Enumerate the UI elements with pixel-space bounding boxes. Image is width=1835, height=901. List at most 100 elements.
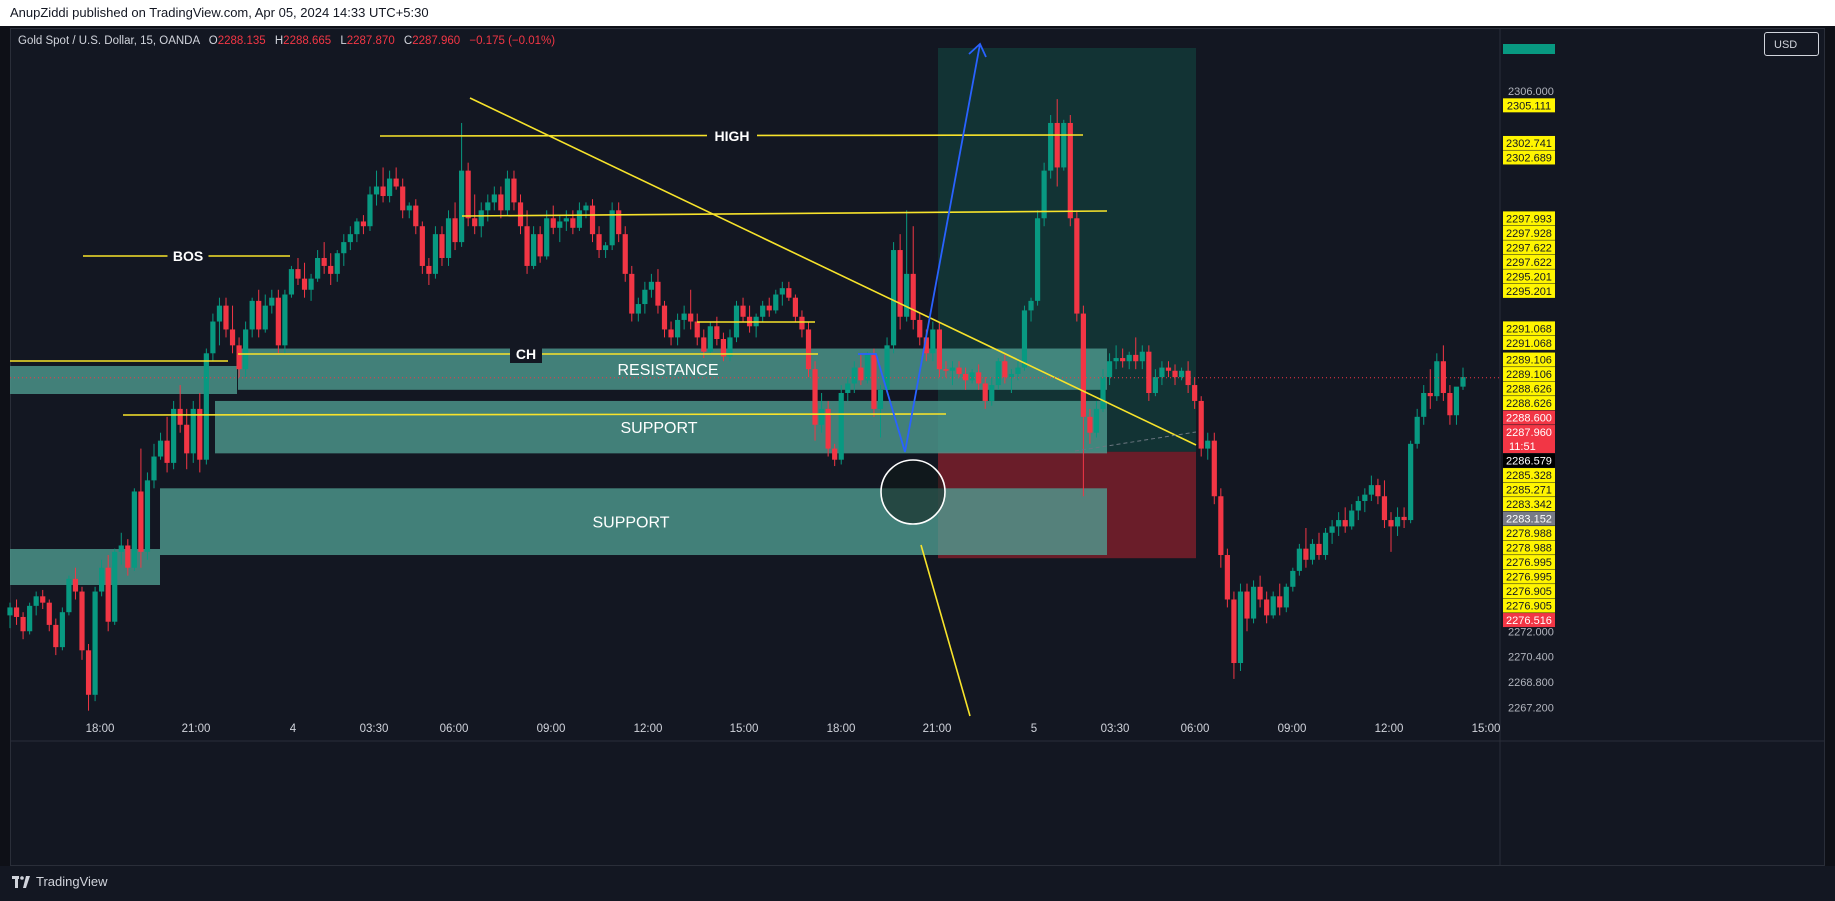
price-label-text: 2283.152 (1506, 514, 1552, 526)
candle-body (249, 300, 255, 330)
candle-body (1048, 122, 1054, 171)
candle-body (380, 186, 386, 197)
price-label-text: 2297.622 (1506, 242, 1552, 254)
candle-body (1329, 526, 1335, 533)
label-bg-high (707, 127, 757, 145)
candle-body (1421, 392, 1427, 417)
time-tick-label: 15:00 (1472, 723, 1501, 735)
candle-body (674, 319, 681, 338)
candle-body (1080, 313, 1086, 417)
price-label-text: 2286.579 (1506, 456, 1552, 468)
price-label-text: 2305.111 (1507, 100, 1551, 112)
candle-body (1028, 300, 1034, 311)
candle-body (838, 392, 844, 460)
candle-body (1021, 310, 1028, 368)
candle-body (393, 178, 399, 187)
candle-body (773, 294, 779, 311)
candle-body (1316, 543, 1322, 556)
candle-body (779, 288, 785, 295)
price-tick-label: 2306.000 (1508, 86, 1554, 98)
candle-body (792, 297, 799, 317)
candle-body (315, 257, 321, 279)
candle-body (1460, 377, 1466, 387)
range-line (461, 210, 1108, 217)
price-label-text: 2291.068 (1506, 323, 1552, 335)
candle-body (498, 194, 504, 211)
time-tick-label: 03:30 (1101, 723, 1130, 735)
candle-body (223, 305, 229, 330)
candle-body (890, 250, 897, 346)
candle-body (1152, 377, 1158, 393)
candle-body (1237, 591, 1244, 664)
candle-body (845, 383, 851, 393)
candle-body (138, 491, 144, 552)
price-label-box (1503, 335, 1555, 350)
candle-body (1290, 570, 1296, 587)
candle-body (406, 205, 412, 211)
symbol-legend: Gold Spot / U.S. Dollar, 15, OANDA O2288… (18, 35, 555, 47)
zone-left-lower (10, 549, 160, 585)
candle-body (59, 612, 65, 648)
candle-body (92, 591, 98, 695)
symbol-name: Gold Spot / U.S. Dollar, 15, OANDA (18, 35, 200, 47)
candle-body (1434, 361, 1440, 397)
candle-body (243, 329, 249, 370)
candle-body (1172, 370, 1178, 378)
candle-body (1303, 548, 1309, 560)
candle-body (184, 424, 190, 454)
candle-body (1283, 586, 1289, 608)
zone-label-support: SUPPORT (592, 515, 669, 532)
candle-body (439, 234, 445, 258)
price-label-text: 2276.995 (1506, 572, 1552, 584)
candle-body (1270, 596, 1276, 616)
candle-body (694, 321, 700, 338)
target-price-label (1503, 44, 1555, 54)
price-label-text: 2287.960 (1506, 427, 1552, 439)
candle-body (570, 218, 576, 228)
candle-body (1087, 416, 1093, 433)
candle-body (1375, 485, 1381, 497)
candle-body (354, 221, 360, 235)
candle-body (1336, 520, 1342, 527)
zone-support (160, 488, 1107, 556)
candle-body (1034, 218, 1041, 301)
candle-body (1349, 510, 1355, 527)
candle-body (805, 329, 812, 370)
candle-body (616, 210, 622, 235)
candle-body (943, 369, 949, 371)
candle-body (85, 650, 92, 695)
price-label-box (1503, 254, 1555, 269)
candle-body (1368, 485, 1374, 495)
candle-body (858, 367, 864, 381)
candle-body (1198, 400, 1204, 449)
candle-body (576, 210, 583, 228)
candle-body (1146, 351, 1152, 393)
candle-body (1074, 218, 1080, 314)
candle-body (923, 337, 929, 354)
time-tick-label: 18:00 (827, 723, 856, 735)
tradingview-logo[interactable]: TradingView (12, 874, 108, 889)
candle-body (995, 361, 1001, 386)
candle-body (877, 389, 884, 409)
candle-body (884, 345, 890, 390)
candle-body (864, 354, 871, 381)
candle-body (760, 305, 766, 317)
candle-body (766, 305, 772, 311)
candle-body (1100, 377, 1106, 409)
candle-body (1322, 532, 1329, 556)
candle-body (1185, 370, 1191, 386)
candle-body (157, 440, 164, 457)
trade-path-arrow (858, 43, 981, 453)
candle-body (602, 245, 609, 251)
candle-body (1159, 367, 1165, 378)
candle-body (897, 250, 903, 317)
candle-body (1139, 351, 1145, 362)
price-label-box (1503, 482, 1555, 497)
candle-body (1296, 548, 1302, 571)
candle-body (1342, 520, 1348, 527)
price-label-text: 2295.201 (1506, 286, 1552, 298)
time-tick-label: 5 (1031, 723, 1037, 735)
currency-button[interactable]: USD (1764, 32, 1819, 56)
arrow-head (968, 42, 987, 58)
